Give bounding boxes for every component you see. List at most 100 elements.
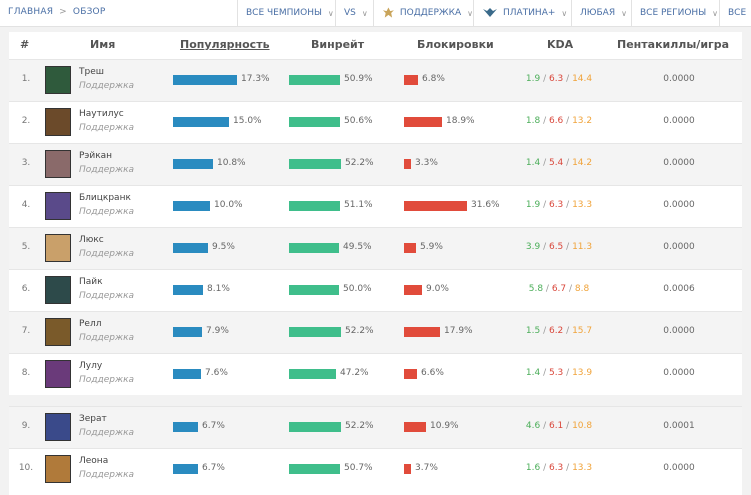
- champion-avatar[interactable]: [45, 360, 71, 388]
- row-number: 10.: [18, 463, 34, 473]
- champion-avatar[interactable]: [45, 318, 71, 346]
- filter-region-dropdown[interactable]: ВСЕ РЕГИОНЫ ∨: [631, 0, 719, 26]
- kda-separator: /: [540, 463, 549, 473]
- champion-avatar[interactable]: [45, 66, 71, 94]
- champion-name[interactable]: Люкс: [79, 235, 104, 245]
- filter-period-dropdown[interactable]: ВСЕ: [719, 0, 751, 26]
- champion-avatar[interactable]: [45, 455, 71, 483]
- kda-deaths: 6.7: [551, 284, 567, 294]
- popularity-bar: [173, 75, 237, 85]
- kda-kills: 1.6: [525, 463, 541, 473]
- kda-assists: 13.9: [572, 368, 593, 378]
- header-name[interactable]: Имя: [90, 38, 116, 51]
- champion-name[interactable]: Треш: [79, 67, 104, 77]
- kda-assists: 14.4: [572, 74, 593, 84]
- champion-name[interactable]: Блицкранк: [79, 193, 131, 203]
- champion-avatar[interactable]: [45, 234, 71, 262]
- table-row[interactable]: 6. Пайк Поддержка 8.1% 50.0% 9.0% 5.8 / 6.7 / …: [9, 269, 742, 311]
- chevron-down-icon: ∨: [327, 8, 334, 18]
- table-row[interactable]: 1. Треш Поддержка 17.3% 50.9% 6.8% 1.9 / 6.3 /…: [9, 59, 742, 101]
- kda-value: 1.6 / 6.3 / 13.3: [489, 463, 629, 473]
- champion-name[interactable]: Пайк: [79, 277, 103, 287]
- kda-assists: 13.3: [572, 200, 593, 210]
- kda-value: 4.6 / 6.1 / 10.8: [489, 421, 629, 431]
- kda-deaths: 6.6: [548, 116, 564, 126]
- kda-value: 5.8 / 6.7 / 8.8: [489, 284, 629, 294]
- champion-name[interactable]: Наутилус: [79, 109, 124, 119]
- champion-name[interactable]: Рэйкан: [79, 151, 113, 161]
- header-pentas[interactable]: Пентакиллы/игра: [617, 38, 730, 51]
- winrate-bar: [289, 243, 339, 253]
- filter-rank-dropdown[interactable]: ПЛАТИНА+ ∨: [473, 0, 571, 26]
- kda-value: 1.9 / 6.3 / 14.4: [489, 74, 629, 84]
- row-number: 8.: [21, 368, 31, 378]
- winrate-bar: [289, 201, 340, 211]
- kda-value: 3.9 / 6.5 / 11.3: [489, 242, 629, 252]
- header-popularity[interactable]: Популярность: [180, 38, 270, 51]
- kda-separator: /: [540, 326, 549, 336]
- table-row[interactable]: 10. Леона Поддержка 6.7% 50.7% 3.7% 1.6 / 6.3 …: [9, 448, 742, 490]
- champion-name[interactable]: Лулу: [79, 361, 103, 371]
- pentakills-value: 0.0000: [663, 200, 695, 210]
- filter-champions-dropdown[interactable]: ВСЕ ЧЕМПИОНЫ ∨: [237, 0, 335, 26]
- chevron-down-icon: ∨: [361, 8, 368, 18]
- kda-kills: 1.9: [525, 200, 541, 210]
- table-row[interactable]: 2. Наутилус Поддержка 15.0% 50.6% 18.9% 1.8 / …: [9, 101, 742, 143]
- popularity-bar: [173, 159, 213, 169]
- popularity-value: 10.0%: [214, 200, 243, 210]
- table-divider: [9, 395, 742, 406]
- kda-value: 1.5 / 6.2 / 15.7: [489, 326, 629, 336]
- breadcrumb-home[interactable]: ГЛАВНАЯ: [8, 7, 54, 17]
- kda-kills: 1.5: [525, 326, 541, 336]
- table-row[interactable]: 4. Блицкранк Поддержка 10.0% 51.1% 31.6% 1.9 /…: [9, 185, 742, 227]
- kda-deaths: 6.3: [548, 200, 564, 210]
- filter-queue-dropdown[interactable]: ЛЮБАЯ ∨: [571, 0, 631, 26]
- kda-separator: /: [540, 421, 549, 431]
- champion-avatar[interactable]: [45, 192, 71, 220]
- table-row[interactable]: 7. Релл Поддержка 7.9% 52.2% 17.9% 1.5 / 6.2 /…: [9, 311, 742, 353]
- kda-separator: /: [566, 284, 575, 294]
- header-banrate[interactable]: Блокировки: [417, 38, 494, 51]
- kda-assists: 15.7: [572, 326, 593, 336]
- pentakills-value: 0.0000: [663, 326, 695, 336]
- kda-value: 1.8 / 6.6 / 13.2: [489, 116, 629, 126]
- chevron-down-icon: ∨: [467, 8, 473, 18]
- banrate-value: 18.9%: [446, 116, 475, 126]
- champion-avatar[interactable]: [45, 108, 71, 136]
- banrate-bar: [404, 243, 416, 253]
- popularity-bar: [173, 327, 202, 337]
- champion-avatar[interactable]: [45, 150, 71, 178]
- table-row[interactable]: 5. Люкс Поддержка 9.5% 49.5% 5.9% 3.9 / 6.5 / …: [9, 227, 742, 269]
- champion-name[interactable]: Релл: [79, 319, 102, 329]
- table-row[interactable]: 9. Зерат Поддержка 6.7% 52.2% 10.9% 4.6 / 6.1 …: [9, 406, 742, 448]
- filter-vs-dropdown[interactable]: VS ∨: [335, 0, 373, 26]
- table-row[interactable]: 8. Лулу Поддержка 7.6% 47.2% 6.6% 1.4 / 5.3 / …: [9, 353, 742, 395]
- winrate-value: 50.7%: [344, 463, 373, 473]
- champion-role: Поддержка: [79, 333, 135, 343]
- banrate-value: 6.8%: [422, 74, 445, 84]
- banrate-value: 9.0%: [426, 284, 449, 294]
- header-winrate[interactable]: Винрейт: [311, 38, 365, 51]
- table-row[interactable]: 3. Рэйкан Поддержка 10.8% 52.2% 3.3% 1.4 / 5.4…: [9, 143, 742, 185]
- kda-deaths: 6.3: [548, 463, 564, 473]
- row-number: 3.: [21, 158, 31, 168]
- banrate-bar: [404, 327, 440, 337]
- kda-deaths: 6.5: [548, 242, 564, 252]
- champion-role: Поддержка: [79, 207, 135, 217]
- champion-avatar[interactable]: [45, 276, 71, 304]
- champion-name[interactable]: Зерат: [79, 414, 107, 424]
- kda-assists: 10.8: [572, 421, 593, 431]
- popularity-value: 10.8%: [217, 158, 246, 168]
- header-kda[interactable]: KDA: [547, 38, 574, 51]
- champion-avatar[interactable]: [45, 413, 71, 441]
- winrate-bar: [289, 464, 340, 474]
- champion-name[interactable]: Леона: [79, 456, 109, 466]
- row-number: 6.: [21, 284, 31, 294]
- popularity-bar: [173, 243, 208, 253]
- kda-separator: /: [563, 326, 573, 336]
- breadcrumb-current: ОБЗОР: [72, 7, 106, 17]
- banrate-bar: [404, 159, 411, 169]
- banrate-value: 31.6%: [471, 200, 500, 210]
- filter-role-dropdown[interactable]: ПОДДЕРЖКА ∨: [373, 0, 473, 26]
- chevron-down-icon: ∨: [712, 8, 718, 18]
